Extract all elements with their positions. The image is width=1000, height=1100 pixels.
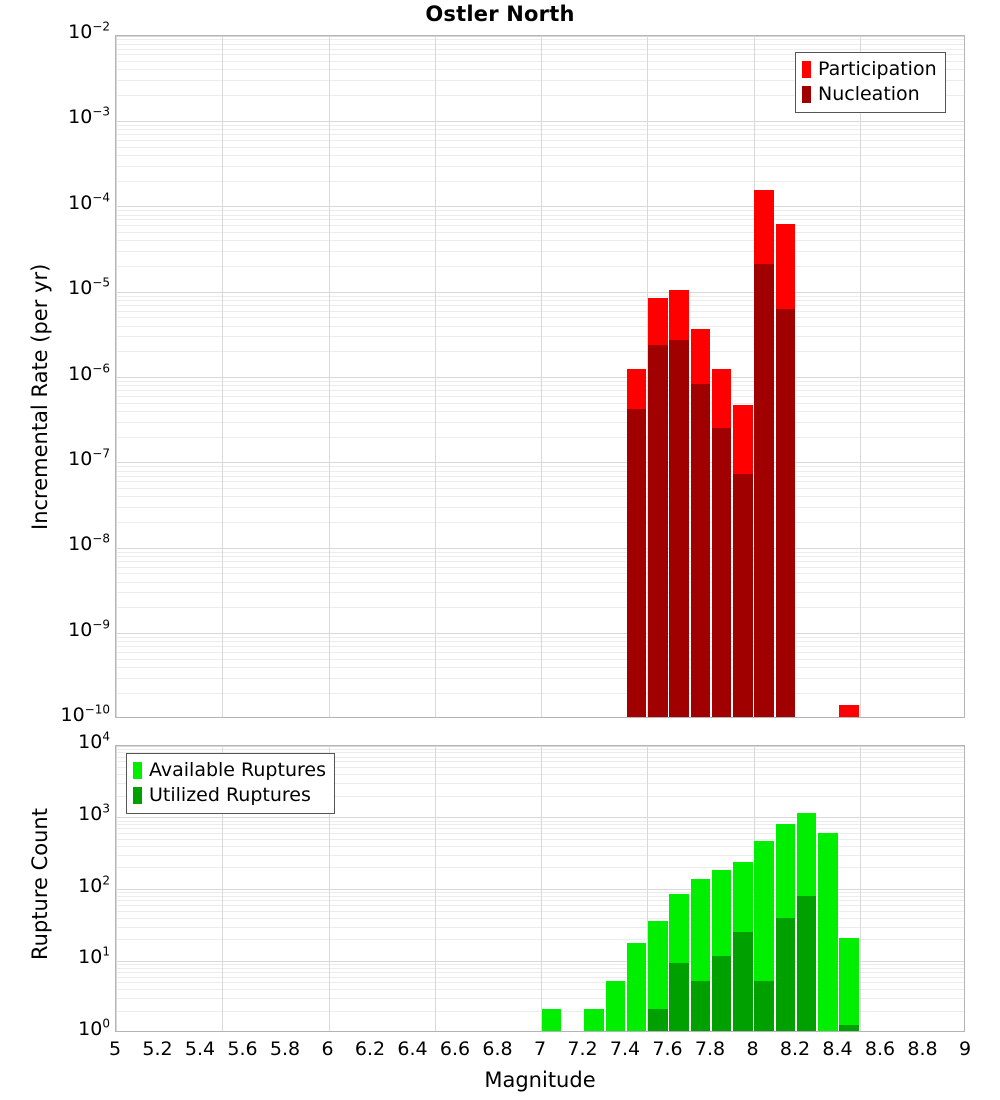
legend-label-available-ruptures: Available Ruptures bbox=[149, 759, 326, 781]
legend-swatch-utilized-ruptures bbox=[133, 787, 142, 804]
x-tick-label: 7.6 bbox=[652, 1038, 683, 1060]
y-tick-label: 10−3 bbox=[68, 105, 110, 129]
bar-nucleation bbox=[690, 383, 711, 717]
legend-item-participation[interactable]: Participation bbox=[802, 57, 937, 82]
bar-utilized-ruptures bbox=[796, 896, 817, 1031]
bar-utilized-ruptures bbox=[733, 931, 753, 1031]
legend-incremental-rate: Participation Nucleation bbox=[795, 52, 946, 113]
legend-item-nucleation[interactable]: Nucleation bbox=[802, 82, 937, 107]
x-tick-label: 8.6 bbox=[864, 1038, 896, 1060]
x-tick-label: 8.2 bbox=[779, 1038, 811, 1060]
y-tick-label: 100 bbox=[78, 1016, 110, 1040]
bar-utilized-ruptures bbox=[648, 1009, 668, 1031]
y-tick-label: 104 bbox=[78, 729, 110, 753]
x-tick-label: 7.2 bbox=[567, 1038, 598, 1060]
x-tick-label: 6.2 bbox=[354, 1038, 386, 1060]
legend-swatch-nucleation bbox=[802, 86, 811, 103]
bar-nucleation bbox=[626, 409, 647, 717]
bar-nucleation bbox=[733, 474, 753, 717]
bars-rupture-count bbox=[116, 746, 964, 1031]
bar-nucleation bbox=[711, 428, 732, 717]
x-tick-label: 8 bbox=[746, 1038, 759, 1060]
bar-available-ruptures bbox=[818, 833, 838, 1031]
bar-nucleation bbox=[754, 264, 774, 717]
x-tick-label: 7 bbox=[533, 1038, 547, 1060]
legend-rupture-count: Available Ruptures Utilized Ruptures bbox=[126, 753, 335, 814]
x-tick-label: 8.4 bbox=[822, 1038, 853, 1060]
x-tick-label: 5.6 bbox=[227, 1038, 258, 1060]
bar-available-ruptures bbox=[648, 921, 668, 1031]
y-tick-label: 10−6 bbox=[68, 361, 110, 385]
legend-item-utilized-ruptures[interactable]: Utilized Ruptures bbox=[133, 783, 326, 808]
legend-swatch-available-ruptures bbox=[133, 762, 142, 779]
bars-incremental-rate bbox=[116, 36, 964, 717]
bar-available-ruptures bbox=[605, 980, 626, 1031]
x-tick-label: 7.8 bbox=[694, 1038, 726, 1060]
y-tick-label: 103 bbox=[78, 801, 110, 825]
bar-utilized-ruptures bbox=[690, 980, 711, 1031]
y-tick-label: 10−10 bbox=[60, 702, 110, 726]
y-axis-title-bottom: Rupture Count bbox=[28, 808, 52, 960]
y-tick-label: 10−8 bbox=[68, 531, 110, 556]
bar-utilized-ruptures bbox=[839, 1025, 859, 1031]
bar-utilized-ruptures bbox=[754, 980, 774, 1031]
x-tick-label: 6.6 bbox=[439, 1038, 471, 1060]
bar-nucleation bbox=[775, 309, 796, 717]
x-tick-label: 7.4 bbox=[609, 1038, 641, 1060]
bar-available-ruptures bbox=[839, 937, 859, 1031]
y-tick-label: 10−2 bbox=[68, 19, 110, 43]
y-tick-label: 10−4 bbox=[68, 190, 110, 214]
y-tick-label: 102 bbox=[78, 873, 110, 897]
bar-utilized-ruptures bbox=[669, 962, 689, 1031]
bar-nucleation bbox=[648, 344, 668, 717]
legend-label-nucleation: Nucleation bbox=[818, 83, 920, 105]
x-tick-label: 5 bbox=[108, 1038, 122, 1060]
y-axis-ticks: 10−2 10−3 10−4 10−5 10−6 10−7 10−8 10−9 10−10 104… bbox=[0, 0, 110, 1100]
x-tick-label: 5.2 bbox=[142, 1038, 173, 1060]
bar-utilized-ruptures bbox=[711, 956, 732, 1031]
legend-label-utilized-ruptures: Utilized Ruptures bbox=[149, 784, 311, 806]
bar-available-ruptures bbox=[626, 942, 647, 1031]
bar-available-ruptures bbox=[541, 1009, 562, 1031]
bar-utilized-ruptures bbox=[775, 917, 796, 1031]
bar-participation bbox=[839, 704, 859, 717]
x-tick-label: 5.4 bbox=[184, 1038, 216, 1060]
chart-title: Ostler North bbox=[425, 2, 575, 26]
x-tick-label: 6 bbox=[321, 1038, 334, 1060]
y-tick-label: 10−5 bbox=[68, 275, 110, 300]
legend-swatch-participation bbox=[802, 61, 811, 78]
bar-nucleation bbox=[669, 340, 689, 717]
x-tick-label: 6.4 bbox=[397, 1038, 428, 1060]
y-axis-title-top: Incremental Rate (per yr) bbox=[28, 263, 52, 530]
y-tick-label: 101 bbox=[78, 944, 110, 969]
y-tick-label: 10−7 bbox=[68, 446, 110, 470]
bar-available-ruptures bbox=[584, 1009, 604, 1031]
x-tick-label: 9 bbox=[958, 1038, 972, 1060]
x-tick-label: 6.8 bbox=[482, 1038, 513, 1060]
x-axis-title: Magnitude bbox=[484, 1068, 596, 1092]
x-tick-label: 8.8 bbox=[907, 1038, 938, 1060]
x-tick-label: 5.8 bbox=[269, 1038, 301, 1060]
legend-item-available-ruptures[interactable]: Available Ruptures bbox=[133, 758, 326, 783]
legend-label-participation: Participation bbox=[818, 58, 937, 80]
incremental-rate-plot bbox=[115, 35, 965, 718]
y-tick-label: 10−9 bbox=[68, 617, 110, 641]
